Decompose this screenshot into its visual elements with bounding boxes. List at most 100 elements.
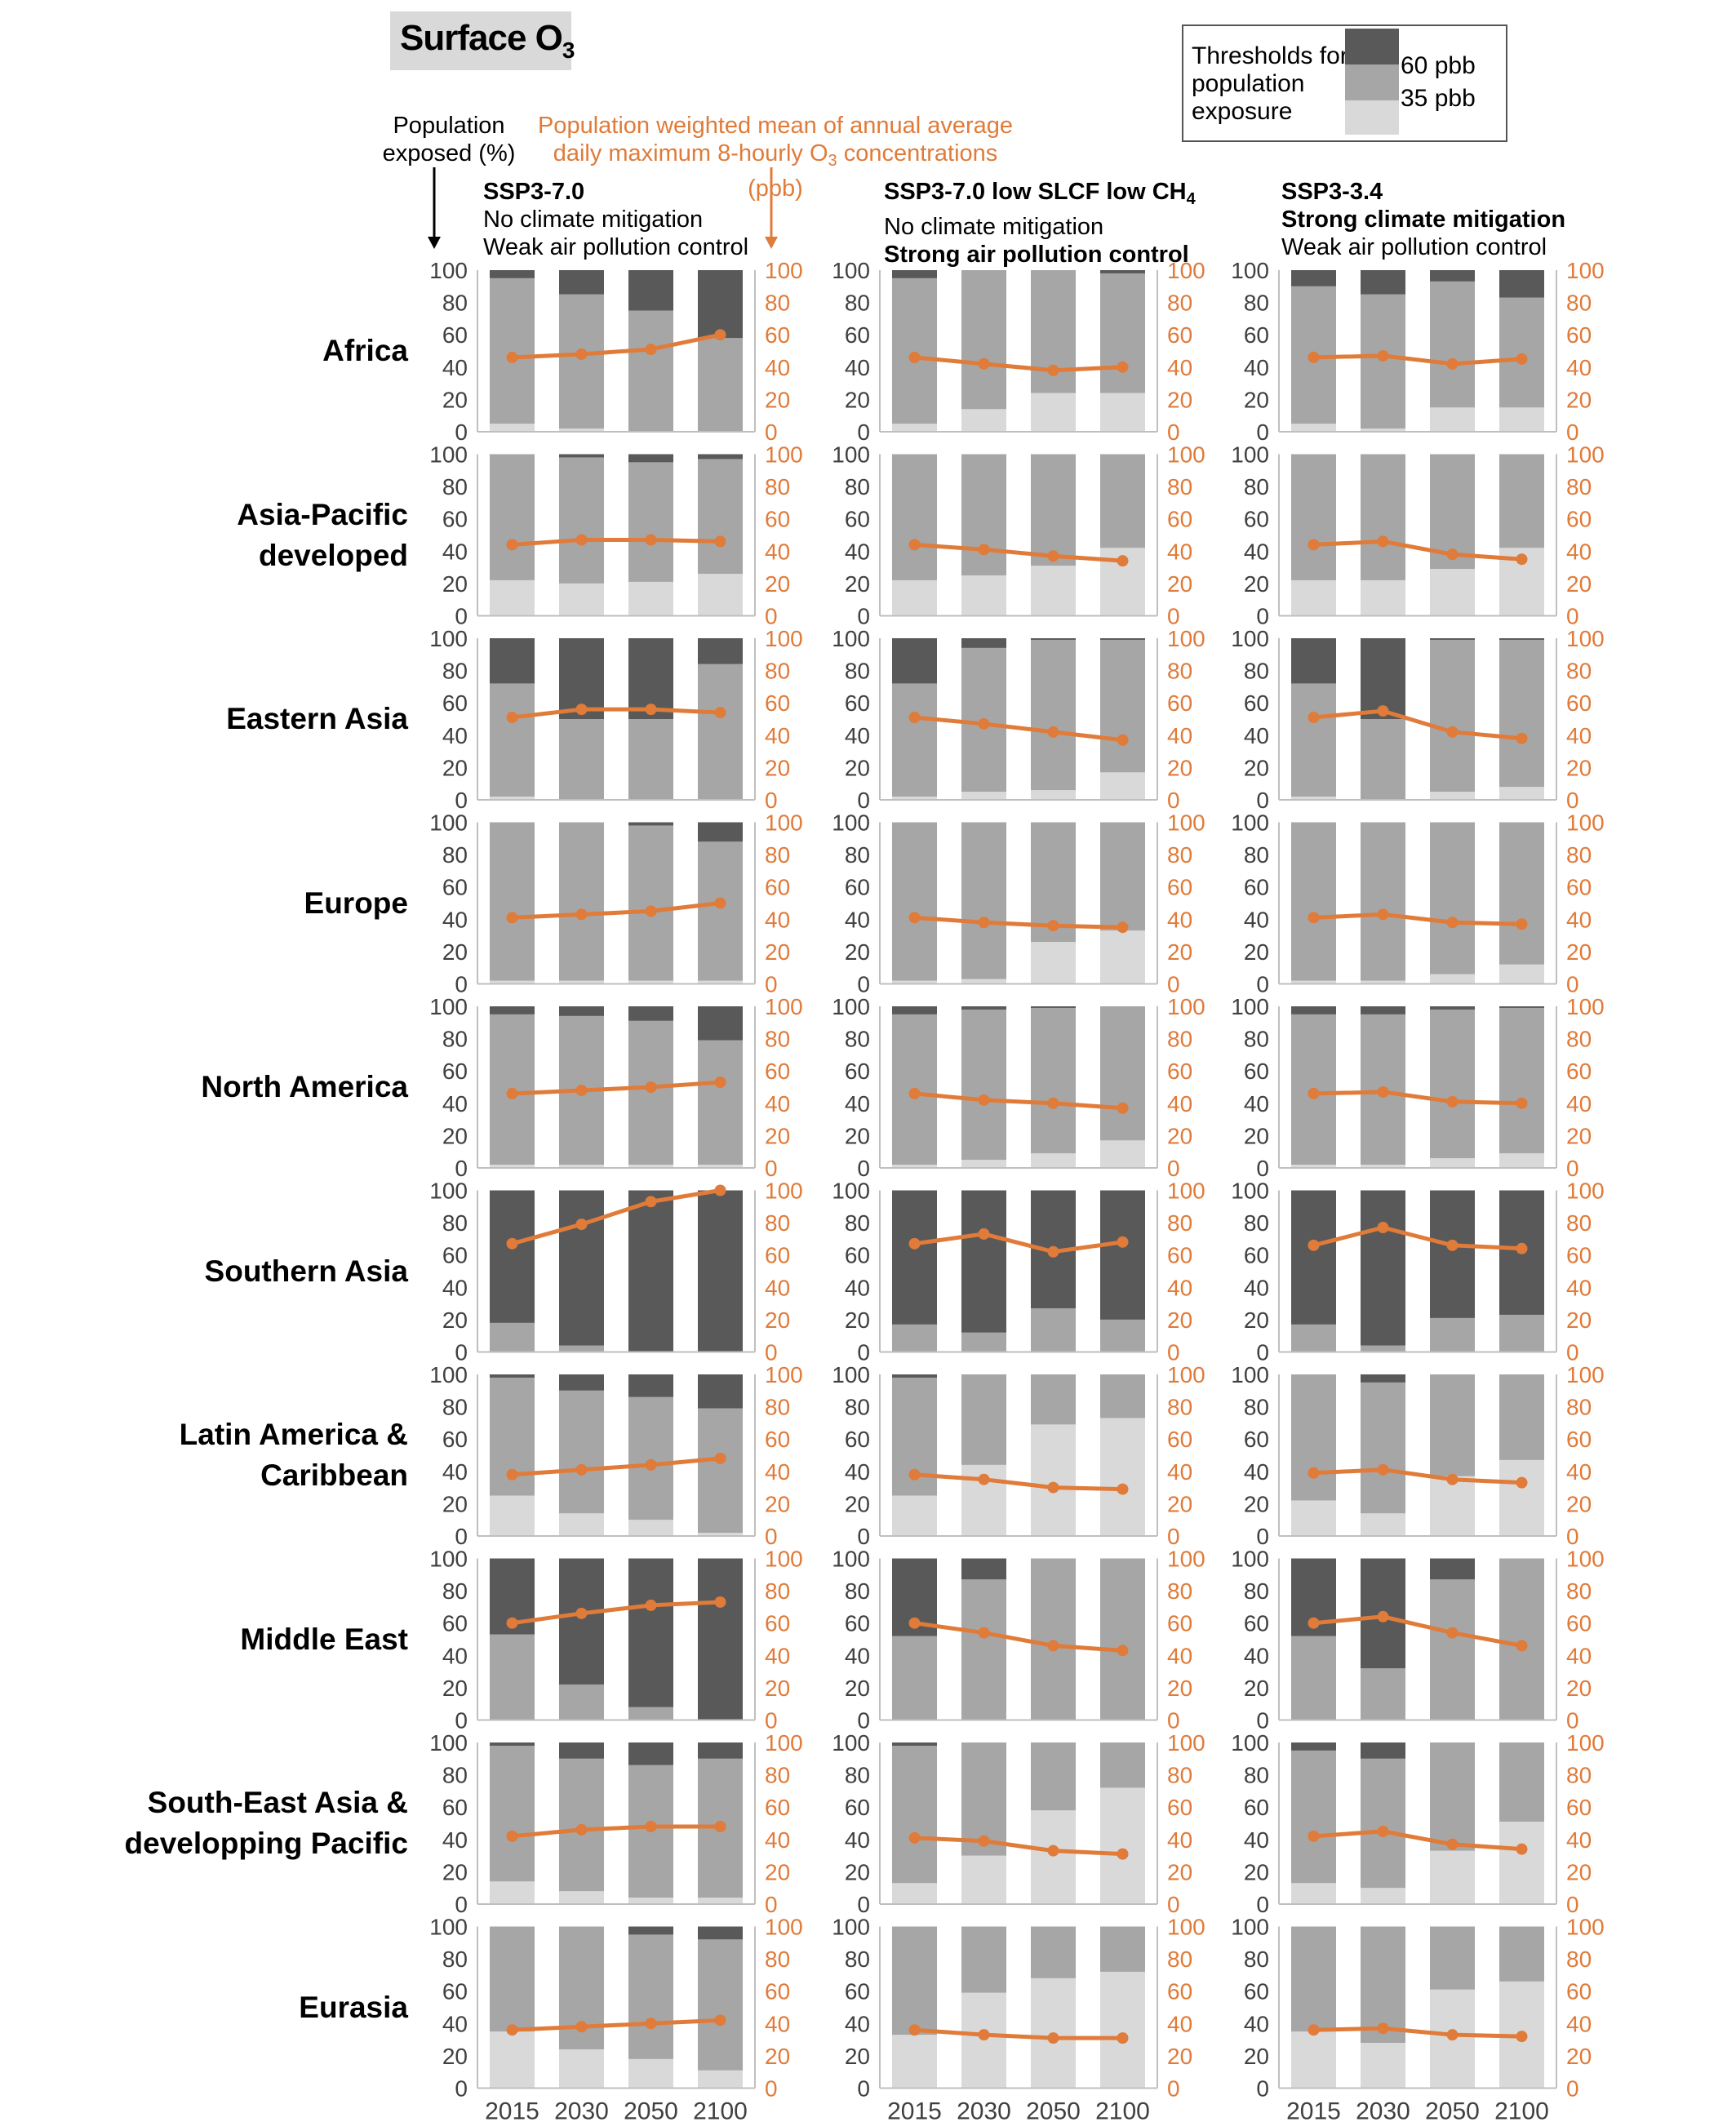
left-tick-label: 80 <box>1244 291 1269 316</box>
left-tick-label: 20 <box>1244 1123 1269 1148</box>
concentration-point <box>1377 908 1389 921</box>
right-tick-label: 100 <box>1566 442 1605 468</box>
bar-segment-below-35 <box>628 1520 673 1536</box>
bar-segment-above-60 <box>1361 1374 1405 1383</box>
left-tick-label: 100 <box>1231 258 1269 283</box>
right-tick-label: 20 <box>1566 755 1592 780</box>
bar-segment-35-60 <box>1031 1926 1076 1978</box>
left-tick-label: 60 <box>845 690 870 716</box>
bar-segment-35-60 <box>1031 1374 1076 1425</box>
bar-segment-below-35 <box>1031 1153 1076 1168</box>
concentration-point <box>645 534 657 546</box>
left-tick-label: 0 <box>857 1708 870 1734</box>
bar-segment-below-35 <box>628 1165 673 1168</box>
legend-box <box>1182 24 1507 142</box>
legend-swatch-above-60 <box>1345 29 1399 64</box>
left-tick-label: 80 <box>845 842 870 868</box>
left-tick-label: 20 <box>442 1123 468 1148</box>
bar-segment-below-35 <box>628 2058 673 2089</box>
left-tick-label: 0 <box>1256 604 1269 629</box>
bar-segment-35-60 <box>1100 1558 1145 1720</box>
left-tick-label: 0 <box>1256 788 1269 813</box>
bar-segment-above-60 <box>698 1374 743 1409</box>
region-label: Asia-Pacific developed <box>237 497 408 572</box>
left-tick-label: 20 <box>442 1307 468 1333</box>
right-tick-label: 20 <box>1167 1491 1192 1516</box>
left-tick-label: 40 <box>442 539 468 564</box>
bar-segment-below-35 <box>1430 1850 1475 1904</box>
left-tick-label: 40 <box>845 2011 870 2036</box>
right-tick-label: 60 <box>765 322 790 348</box>
bar-segment-35-60 <box>490 822 535 981</box>
bar-segment-above-60 <box>628 822 673 826</box>
bar-segment-above-60 <box>961 638 1006 648</box>
concentration-point <box>1117 1483 1129 1495</box>
concentration-point <box>1047 2032 1059 2044</box>
left-tick-label: 60 <box>1244 507 1269 532</box>
bar-segment-above-60 <box>698 1926 743 1940</box>
right-tick-label: 40 <box>1566 1643 1592 1668</box>
bar-segment-above-60 <box>1499 1006 1544 1008</box>
bar-segment-below-35 <box>892 2035 937 2089</box>
bar-segment-below-35 <box>490 424 535 432</box>
left-tick-label: 40 <box>442 1459 468 1485</box>
left-tick-label: 20 <box>845 387 870 412</box>
bar-segment-35-60 <box>1430 1009 1475 1159</box>
left-tick-label: 40 <box>442 1827 468 1853</box>
left-tick-label: 80 <box>845 659 870 684</box>
left-tick-label: 40 <box>845 539 870 564</box>
concentration-line <box>1313 912 1522 926</box>
bar-segment-below-35 <box>490 980 535 984</box>
bar-segment-35-60 <box>1100 639 1145 773</box>
left-tick-label: 100 <box>832 258 870 283</box>
concentration-point <box>1047 726 1059 738</box>
bar-segment-below-35 <box>490 1881 535 1904</box>
bar-segment-below-35 <box>1291 797 1336 800</box>
concentration-point <box>1446 1095 1459 1108</box>
right-tick-label: 80 <box>765 474 790 499</box>
left-tick-label: 80 <box>442 291 468 316</box>
left-tick-label: 60 <box>845 1059 870 1084</box>
bar-segment-35-60 <box>698 1408 743 1534</box>
right-tick-label: 80 <box>1566 1210 1592 1236</box>
left-tick-label: 40 <box>845 1459 870 1485</box>
concentration-line <box>1313 1467 1522 1485</box>
right-tick-label: 20 <box>1566 1859 1592 1884</box>
bar-segment-below-35 <box>1499 787 1544 800</box>
right-tick-label: 100 <box>765 1179 803 1204</box>
left-tick-label: 0 <box>1256 2076 1269 2102</box>
right-tick-label: 0 <box>765 1708 778 1734</box>
left-tick-label: 60 <box>845 875 870 900</box>
right-tick-label: 20 <box>765 571 790 597</box>
right-tick-label: 40 <box>1167 1827 1192 1853</box>
left-tick-label: 100 <box>832 1362 870 1387</box>
left-tick-label: 80 <box>1244 1027 1269 1052</box>
left-tick-label: 40 <box>442 723 468 748</box>
right-tick-label: 100 <box>1167 258 1205 283</box>
bar-segment-below-35 <box>698 1165 743 1168</box>
left-tick-label: 100 <box>429 1547 468 1572</box>
scenario-1-pollution: Weak air pollution control <box>483 234 749 260</box>
x-tick-label: 2015 <box>887 2098 942 2122</box>
right-tick-label: 20 <box>1167 1676 1192 1701</box>
concentration-point <box>1377 1463 1389 1476</box>
left-tick-label: 100 <box>429 994 468 1019</box>
bar-segment-below-35 <box>961 575 1006 616</box>
page-title: Surface O3 <box>400 18 575 63</box>
bar-segment-35-60 <box>698 1939 743 2071</box>
scenario-3-climate: Strong climate mitigation <box>1281 206 1566 233</box>
bar-segment-below-35 <box>1031 1424 1076 1536</box>
right-tick-label: 60 <box>1167 507 1192 532</box>
bar-segment-above-60 <box>1361 1742 1405 1759</box>
concentration-point <box>1516 918 1528 930</box>
left-tick-label: 100 <box>429 626 468 651</box>
left-tick-label: 60 <box>442 1795 468 1820</box>
concentration-point <box>1117 734 1129 746</box>
concentration-point <box>714 707 726 719</box>
bar-segment-above-60 <box>892 1374 937 1378</box>
concentration-point <box>978 1094 990 1106</box>
bar-segment-35-60 <box>1499 639 1544 788</box>
bar-segment-35-60 <box>1499 1007 1544 1154</box>
left-tick-label: 80 <box>1244 474 1269 499</box>
bar-segment-below-35 <box>1361 1513 1405 1536</box>
